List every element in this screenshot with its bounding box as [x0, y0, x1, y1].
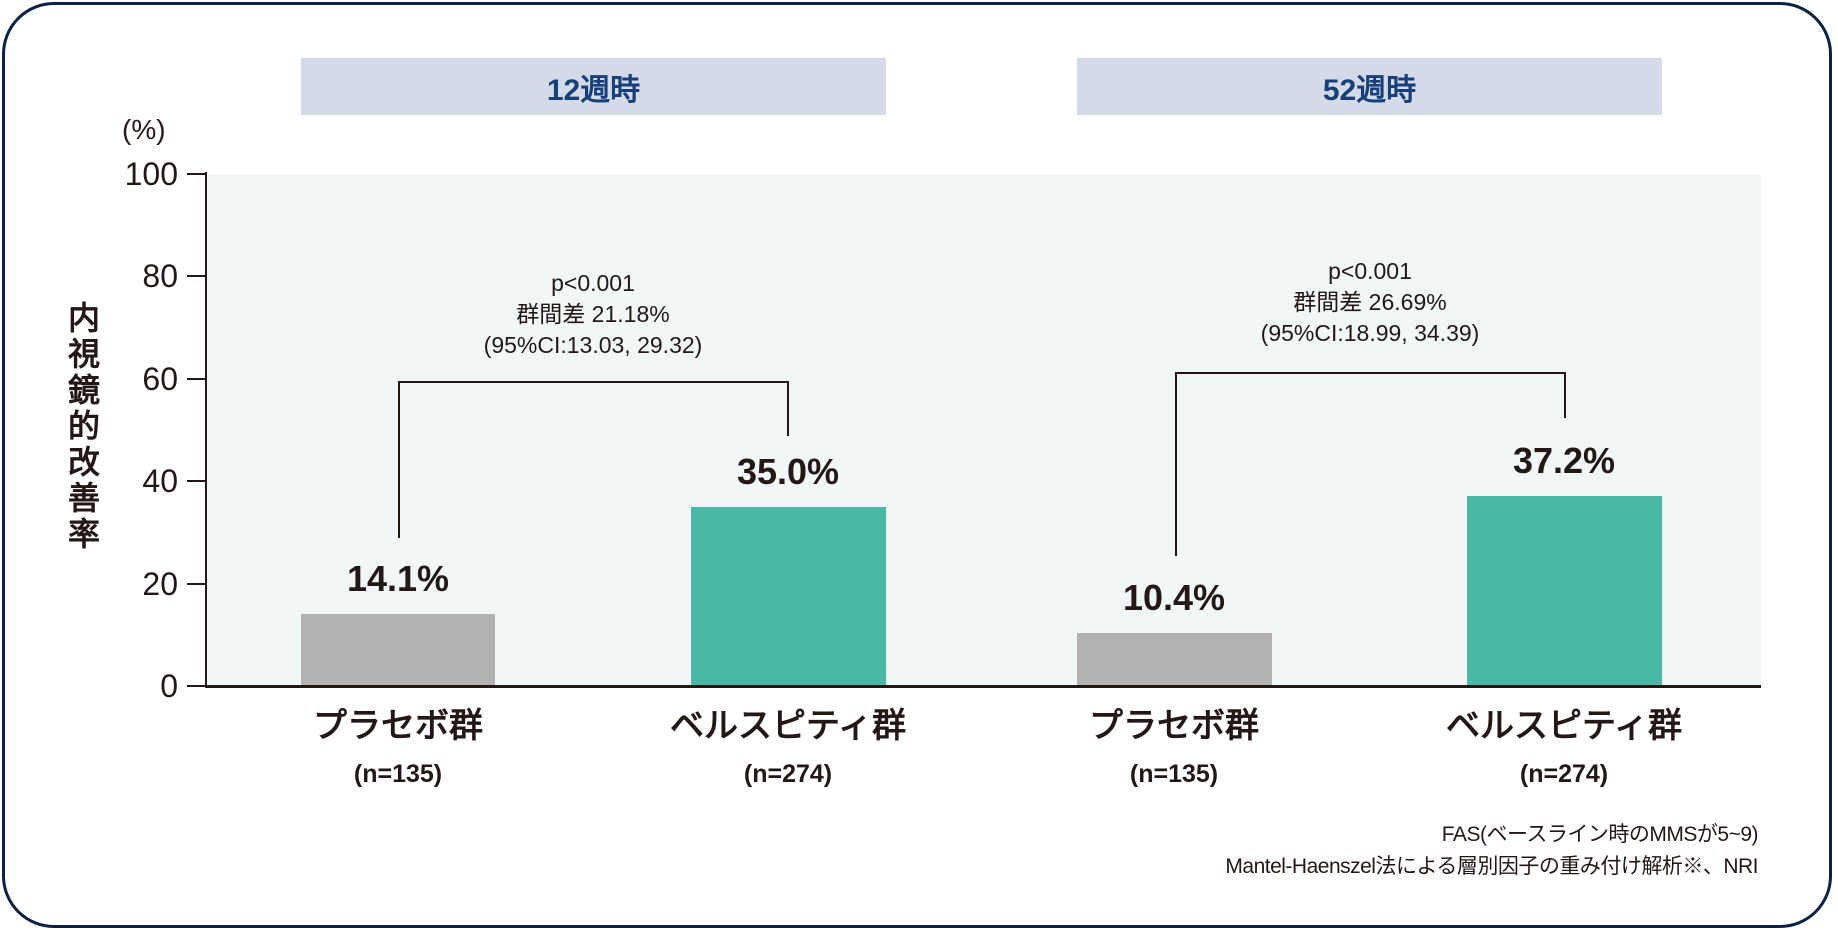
p-value-52w: p<0.001	[1328, 258, 1412, 284]
stat-annotation-12w: p<0.001 群間差 21.18% (95%CI:13.03, 29.32)	[383, 268, 803, 361]
bracket-52w-top	[1175, 372, 1566, 374]
y-tick-100	[187, 173, 206, 175]
bracket-12w-right	[787, 381, 789, 436]
n-label-12w-placebo: (n=135)	[353, 760, 443, 788]
n-label-52w-treatment: (n=274)	[1519, 760, 1609, 788]
value-label-12w-placebo: 14.1%	[346, 557, 450, 599]
y-axis-title: 内視鏡的改善率	[67, 299, 100, 553]
value-label-12w-treatment: 35.0%	[736, 450, 840, 492]
bracket-52w-right	[1564, 372, 1566, 418]
y-tick-20	[187, 583, 206, 585]
bar-12w-treatment	[691, 506, 886, 686]
y-tick-label-40: 40	[142, 463, 178, 499]
y-tick-label-60: 60	[142, 361, 178, 397]
ci-12w: (95%CI:13.03, 29.32)	[483, 332, 703, 358]
y-tick-label-80: 80	[142, 258, 178, 294]
bar-52w-treatment	[1467, 495, 1662, 686]
value-label-52w-placebo: 10.4%	[1122, 576, 1226, 618]
y-axis-unit: (%)	[122, 114, 166, 145]
footnote-method: Mantel-Haenszel法による層別因子の重み付け解析※、NRI	[1225, 855, 1758, 878]
ci-52w: (95%CI:18.99, 34.39)	[1260, 320, 1480, 346]
value-label-52w-treatment: 37.2%	[1512, 439, 1616, 481]
footnote-population: FAS(ベースライン時のMMSが5~9)	[1441, 823, 1759, 846]
bracket-12w-top	[398, 381, 789, 383]
y-tick-0	[187, 685, 206, 687]
y-axis-line	[205, 172, 207, 688]
y-tick-label-20: 20	[142, 566, 178, 602]
category-label-52w-placebo: プラセボ群	[1089, 706, 1259, 746]
bar-12w-placebo	[301, 613, 495, 686]
group-diff-12w: 群間差 21.18%	[516, 301, 670, 327]
x-axis-line	[205, 685, 1761, 688]
n-label-52w-placebo: (n=135)	[1129, 760, 1219, 788]
group-diff-52w: 群間差 26.69%	[1293, 289, 1447, 315]
y-tick-40	[187, 480, 206, 482]
y-tick-80	[187, 275, 206, 277]
p-value-12w: p<0.001	[551, 270, 635, 296]
panel-header-12w: 12週時	[301, 58, 886, 115]
panel-header-52w: 52週時	[1077, 58, 1662, 115]
bar-52w-placebo	[1077, 632, 1272, 686]
category-label-12w-placebo: プラセボ群	[313, 706, 483, 746]
category-label-52w-treatment: ベルスピティ群	[1446, 706, 1682, 746]
y-tick-60	[187, 378, 206, 380]
n-label-12w-treatment: (n=274)	[743, 760, 833, 788]
y-tick-label-100: 100	[124, 156, 178, 192]
bracket-52w-left	[1175, 372, 1177, 556]
category-label-12w-treatment: ベルスピティ群	[670, 706, 906, 746]
y-tick-label-0: 0	[160, 668, 178, 704]
bracket-12w-left	[398, 381, 400, 538]
stat-annotation-52w: p<0.001 群間差 26.69% (95%CI:18.99, 34.39)	[1160, 256, 1580, 349]
